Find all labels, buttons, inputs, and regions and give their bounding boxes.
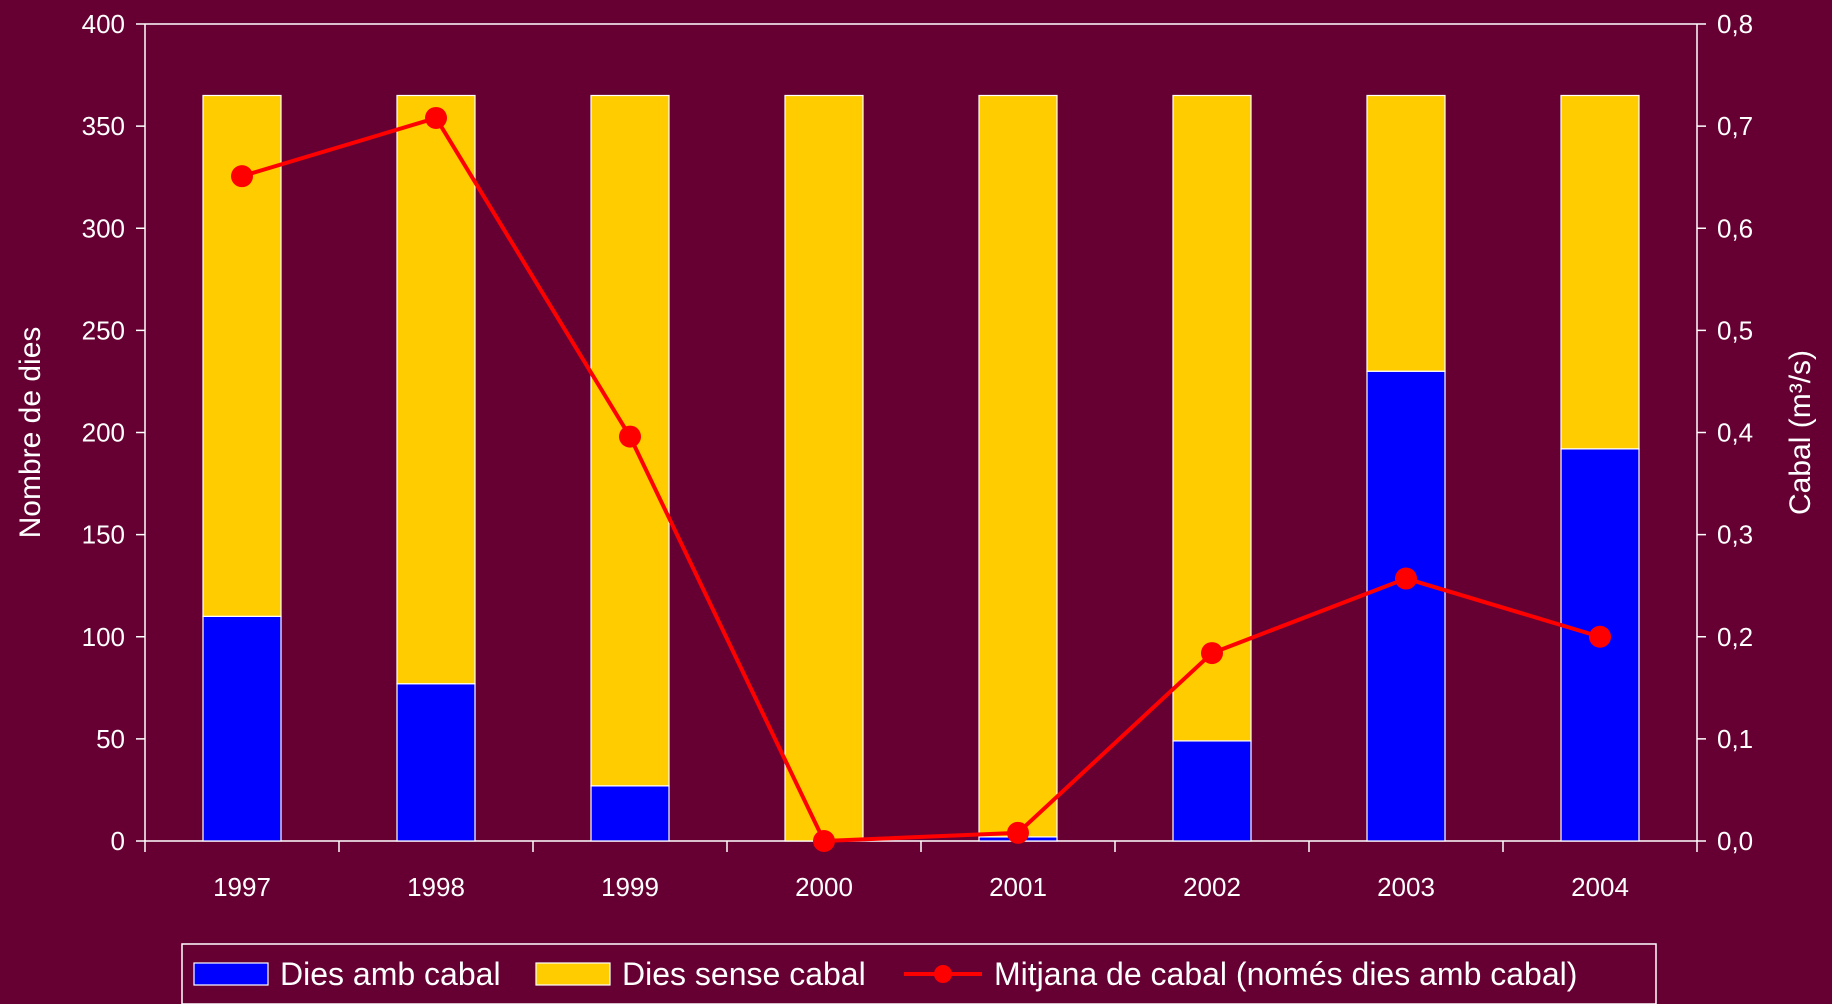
legend-box [181,943,1657,1004]
right-y-ticks: 0,0 0,1 0,2 0,3 0,4 0,5 0,6 0,7 0,8 [1697,9,1753,856]
right-tick-label: 0,4 [1717,418,1753,448]
x-ticks: 1997 1998 1999 2000 2001 2002 2003 2004 [144,841,1698,902]
x-tick-label: 1999 [601,872,659,902]
x-tick-label: 1997 [213,872,271,902]
left-tick-label: 200 [82,418,125,448]
x-tick-label: 2003 [1377,872,1435,902]
bar-amb-cabal-1999 [590,785,670,842]
bar-sense-cabal-2004 [1560,94,1640,450]
left-tick-label: 400 [82,9,125,39]
bar-sense-cabal-2001 [978,94,1058,838]
right-tick-label: 0,7 [1717,111,1753,141]
right-tick-label: 0,1 [1717,724,1753,754]
bar-amb-cabal-2003 [1366,370,1446,842]
x-tick-label: 2000 [795,872,853,902]
right-tick-label: 0,2 [1717,622,1753,652]
right-tick-label: 0,8 [1717,9,1753,39]
mitjana-cabal-point-2001 [1007,821,1029,844]
plot-area [144,23,1698,842]
legend-label-sense-cabal: Dies sense cabal [622,956,866,992]
mitjana-cabal-point-1998 [425,106,447,129]
right-tick-label: 0,3 [1717,520,1753,550]
line-series [231,106,1611,852]
bar-amb-cabal-1997 [202,615,282,842]
mitjana-cabal-point-1999 [619,425,641,448]
left-tick-label: 350 [82,111,125,141]
x-tick-label: 2004 [1571,872,1629,902]
left-tick-label: 300 [82,213,125,243]
legend-swatch-amb-cabal [193,962,269,986]
bar-sense-cabal-2002 [1172,94,1252,742]
mitjana-cabal-point-2000 [813,830,835,852]
left-tick-label: 150 [82,520,125,550]
left-tick-label: 50 [96,724,125,754]
bar-sense-cabal-2000 [784,94,864,842]
bar-sense-cabal-2003 [1366,94,1446,372]
mitjana-cabal-point-1997 [231,165,253,188]
bar-amb-cabal-2002 [1172,740,1252,842]
x-tick-label: 1998 [407,872,465,902]
right-tick-label: 0,5 [1717,315,1753,345]
y-axis-title-right: Cabal (m³/s) [1784,350,1817,515]
right-tick-label: 0,6 [1717,213,1753,243]
mitjana-cabal-line [241,115,1601,844]
right-tick-label: 0,0 [1717,826,1753,856]
legend-swatch-mitjana-point [934,965,952,983]
mitjana-cabal-point-2003 [1395,567,1417,590]
legend-label-amb-cabal: Dies amb cabal [280,956,501,992]
x-tick-label: 2001 [989,872,1047,902]
x-tick-label: 2002 [1183,872,1241,902]
mitjana-cabal-point-2004 [1589,625,1611,648]
legend: Dies amb cabal Dies sense cabal Mitjana de… [181,943,1657,1004]
left-tick-label: 100 [82,622,125,652]
bar-amb-cabal-1998 [396,683,476,842]
legend-swatch-sense-cabal [535,962,611,986]
bar-sense-cabal-1998 [396,94,476,685]
left-tick-label: 250 [82,315,125,345]
left-y-ticks: 0 50 100 150 200 250 300 350 400 [82,9,145,856]
y-axis-title-left: Nombre de dies [14,327,47,539]
legend-label-mitjana: Mitjana de cabal (només dies amb cabal) [994,956,1577,992]
left-tick-label: 0 [111,826,125,856]
mitjana-cabal-point-2002 [1201,642,1223,665]
bars [202,94,1640,842]
